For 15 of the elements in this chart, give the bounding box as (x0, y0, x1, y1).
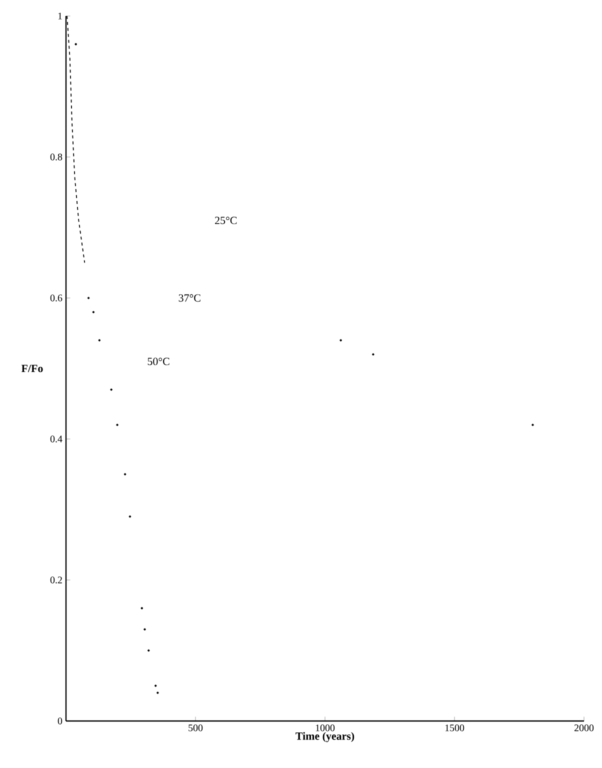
annotation: 50°C (148, 358, 170, 366)
y-tick-label: 0.4 (50, 436, 62, 442)
y-tick-label: 0.6 (50, 294, 62, 302)
annotation: 25°C (215, 216, 237, 224)
annotation: 37°C (178, 294, 200, 302)
x-axis-title: Time (years) (296, 732, 354, 742)
x-tick-label: 2000 (574, 724, 594, 732)
y-tick-label: 0.8 (50, 154, 62, 160)
x-tick-label: 500 (188, 724, 203, 732)
x-tick-label: 1000 (316, 724, 335, 732)
y-tick-label: 0 (58, 718, 62, 724)
y-axis-title: F/Fo (21, 364, 43, 372)
y-tick-label: 0.2 (50, 576, 62, 584)
y-tick-label: 1 (58, 12, 62, 20)
x-tick-label: 1500 (445, 724, 464, 732)
